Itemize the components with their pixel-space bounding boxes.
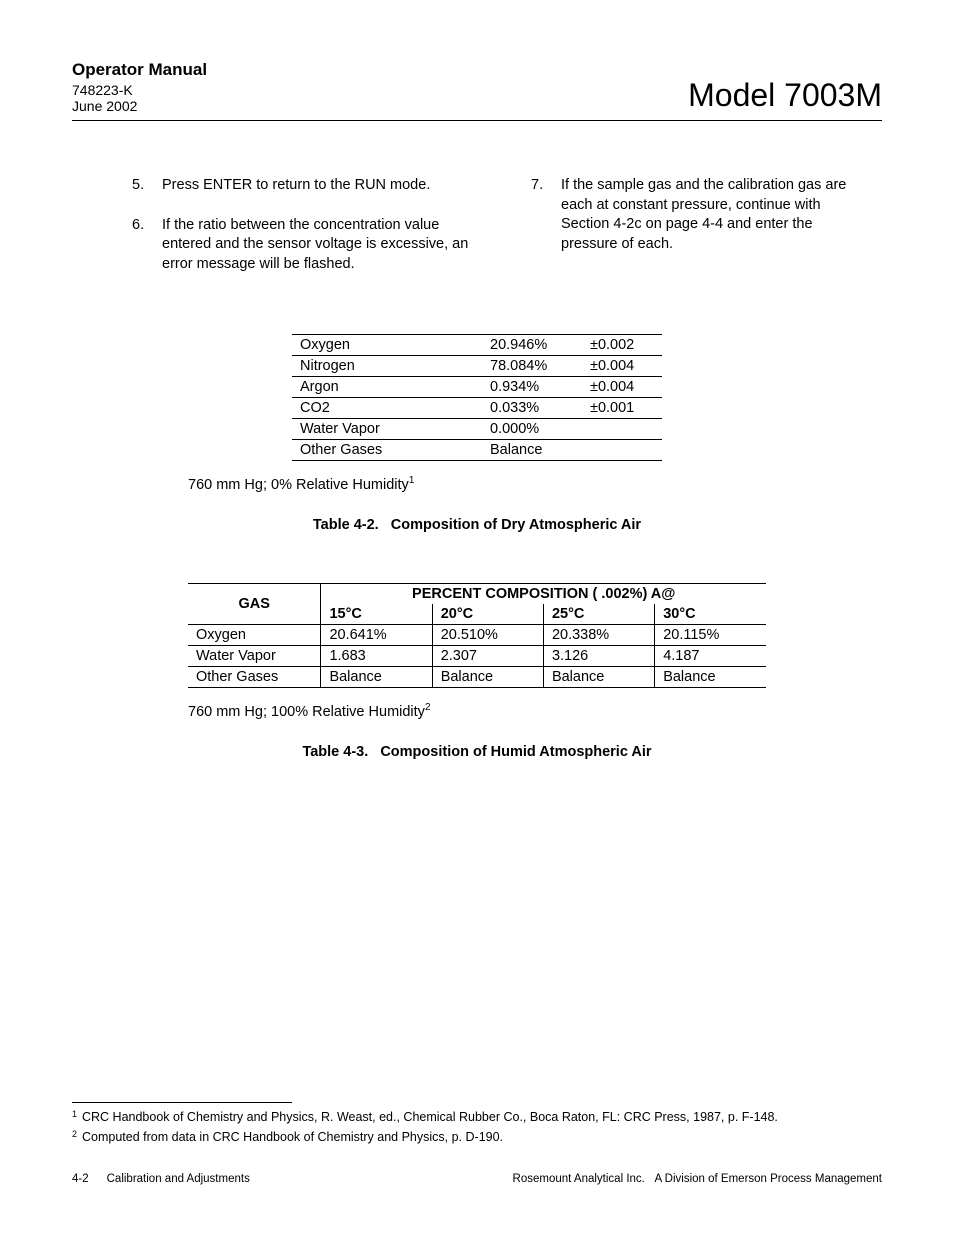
composition-table-1: Oxygen20.946%±0.002Nitrogen78.084%±0.004… bbox=[292, 334, 662, 461]
table-row: Water Vapor1.6832.3073.1264.187 bbox=[188, 646, 766, 667]
table2-caption: Table 4-3. Composition of Humid Atmosphe… bbox=[72, 744, 882, 760]
table2-cell: Water Vapor bbox=[188, 646, 321, 667]
table1-pct-cell: Balance bbox=[482, 440, 582, 461]
table1-tol-cell: ±0.004 bbox=[582, 377, 662, 398]
table1-gas-cell: Nitrogen bbox=[292, 356, 482, 377]
instruction-text: If the ratio between the concentration v… bbox=[162, 216, 471, 275]
composition-table-2: GAS PERCENT COMPOSITION ( .002%) A@ 15°C… bbox=[188, 583, 766, 688]
table2-cell: 20.338% bbox=[543, 625, 654, 646]
table1-tol-cell bbox=[582, 419, 662, 440]
footnote-divider bbox=[72, 1102, 292, 1103]
table2-cell: 4.187 bbox=[655, 646, 766, 667]
table2-composition-header: PERCENT COMPOSITION ( .002%) A@ bbox=[321, 584, 766, 605]
table-row: Argon0.934%±0.004 bbox=[292, 377, 662, 398]
instruction-item: 6. If the ratio between the concentratio… bbox=[132, 216, 471, 275]
table-row: Oxygen20.946%±0.002 bbox=[292, 335, 662, 356]
table1-tol-cell: ±0.004 bbox=[582, 356, 662, 377]
table1-gas-cell: Argon bbox=[292, 377, 482, 398]
table-row: Other GasesBalance bbox=[292, 440, 662, 461]
footnote-1: 1 CRC Handbook of Chemistry and Physics,… bbox=[72, 1109, 882, 1126]
table2-note-text: 760 mm Hg; 100% Relative Humidity bbox=[188, 704, 425, 720]
table2-cell: 20.510% bbox=[432, 625, 543, 646]
table1-note: 760 mm Hg; 0% Relative Humidity1 bbox=[188, 475, 882, 493]
doc-number: 748223-K bbox=[72, 82, 207, 98]
table1-gas-cell: Other Gases bbox=[292, 440, 482, 461]
instructions-right-col: 7. If the sample gas and the calibration… bbox=[531, 176, 870, 294]
footnote-1-num: 1 bbox=[72, 1108, 82, 1125]
footnote-2: 2 Computed from data in CRC Handbook of … bbox=[72, 1129, 882, 1146]
table-row: Water Vapor0.000% bbox=[292, 419, 662, 440]
footnote-2-text: Computed from data in CRC Handbook of Ch… bbox=[82, 1129, 882, 1146]
table2-cell: Balance bbox=[655, 667, 766, 688]
table2-cell: Balance bbox=[321, 667, 432, 688]
page-header: Operator Manual 748223-K June 2002 Model… bbox=[72, 60, 882, 121]
table1-note-text: 760 mm Hg; 0% Relative Humidity bbox=[188, 477, 409, 493]
table2-cell: 20.115% bbox=[655, 625, 766, 646]
table2-cell: 1.683 bbox=[321, 646, 432, 667]
table2-temp-30: 30°C bbox=[655, 604, 766, 625]
table2-cell: Balance bbox=[543, 667, 654, 688]
table1-tol-cell: ±0.002 bbox=[582, 335, 662, 356]
instruction-text: Press ENTER to return to the RUN mode. bbox=[162, 176, 471, 196]
table1-gas-cell: Oxygen bbox=[292, 335, 482, 356]
footnote-2-num: 2 bbox=[72, 1128, 82, 1145]
doc-date: June 2002 bbox=[72, 98, 207, 114]
table2-cell: 2.307 bbox=[432, 646, 543, 667]
table2-cell: Other Gases bbox=[188, 667, 321, 688]
instructions-left-col: 5. Press ENTER to return to the RUN mode… bbox=[132, 176, 471, 294]
table1-pct-cell: 20.946% bbox=[482, 335, 582, 356]
instruction-number: 6. bbox=[132, 216, 162, 275]
table1-pct-cell: 78.084% bbox=[482, 356, 582, 377]
footnotes: 1 CRC Handbook of Chemistry and Physics,… bbox=[72, 1102, 882, 1149]
model-title: Model 7003M bbox=[688, 77, 882, 114]
table1-pct-cell: 0.934% bbox=[482, 377, 582, 398]
table2-temp-15: 15°C bbox=[321, 604, 432, 625]
header-left: Operator Manual 748223-K June 2002 bbox=[72, 60, 207, 114]
table2-cell: 20.641% bbox=[321, 625, 432, 646]
table1-gas-cell: CO2 bbox=[292, 398, 482, 419]
footer-section: Calibration and Adjustments bbox=[107, 1173, 250, 1185]
table1-pct-cell: 0.033% bbox=[482, 398, 582, 419]
table-row: Nitrogen78.084%±0.004 bbox=[292, 356, 662, 377]
table2-cell: 3.126 bbox=[543, 646, 654, 667]
table2-cell: Balance bbox=[432, 667, 543, 688]
table2-temp-20: 20°C bbox=[432, 604, 543, 625]
footer-left: 4-2 Calibration and Adjustments bbox=[72, 1173, 250, 1185]
table2-gas-header: GAS bbox=[188, 584, 321, 625]
table1-note-sup: 1 bbox=[409, 475, 415, 486]
table1-caption: Table 4-2. Composition of Dry Atmospheri… bbox=[72, 517, 882, 533]
composition-table-2-wrap: GAS PERCENT COMPOSITION ( .002%) A@ 15°C… bbox=[188, 583, 766, 688]
footnote-1-text: CRC Handbook of Chemistry and Physics, R… bbox=[82, 1109, 882, 1126]
instructions-block: 5. Press ENTER to return to the RUN mode… bbox=[72, 176, 882, 294]
table2-note-sup: 2 bbox=[425, 702, 431, 713]
instruction-number: 5. bbox=[132, 176, 162, 196]
table2-temp-25: 25°C bbox=[543, 604, 654, 625]
table1-tol-cell: ±0.001 bbox=[582, 398, 662, 419]
table2-cell: Oxygen bbox=[188, 625, 321, 646]
page-footer: 4-2 Calibration and Adjustments Rosemoun… bbox=[72, 1173, 882, 1185]
instruction-item: 7. If the sample gas and the calibration… bbox=[531, 176, 870, 254]
table-row: CO20.033%±0.001 bbox=[292, 398, 662, 419]
table1-gas-cell: Water Vapor bbox=[292, 419, 482, 440]
table-row: Other GasesBalanceBalanceBalanceBalance bbox=[188, 667, 766, 688]
table1-pct-cell: 0.000% bbox=[482, 419, 582, 440]
table-row: Oxygen20.641%20.510%20.338%20.115% bbox=[188, 625, 766, 646]
manual-title: Operator Manual bbox=[72, 60, 207, 80]
table1-tol-cell bbox=[582, 440, 662, 461]
instruction-item: 5. Press ENTER to return to the RUN mode… bbox=[132, 176, 471, 196]
instruction-number: 7. bbox=[531, 176, 561, 254]
instruction-text: If the sample gas and the calibration ga… bbox=[561, 176, 870, 254]
composition-table-1-wrap: Oxygen20.946%±0.002Nitrogen78.084%±0.004… bbox=[72, 334, 882, 461]
footer-company: Rosemount Analytical Inc. A Division of … bbox=[513, 1173, 882, 1185]
footer-page-number: 4-2 bbox=[72, 1173, 89, 1185]
table2-note: 760 mm Hg; 100% Relative Humidity2 bbox=[188, 702, 882, 720]
